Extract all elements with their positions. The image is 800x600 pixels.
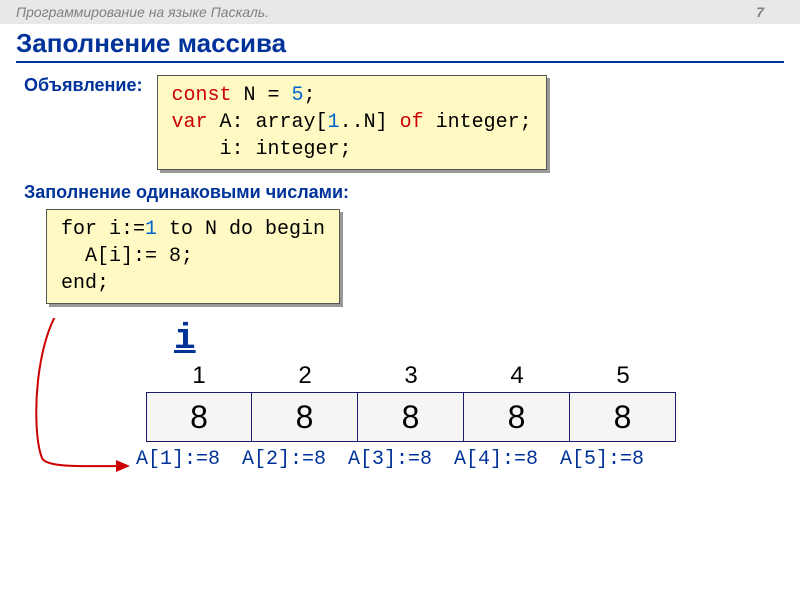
assign-2: A[2]:=8 (242, 448, 348, 471)
index-4: 4 (464, 362, 570, 390)
loop-var-label: i (174, 318, 196, 359)
page-number: 7 (756, 4, 784, 20)
literal-1: 1 (328, 111, 340, 134)
index-2: 2 (252, 362, 358, 390)
declaration-codebox: const N = 5; var A: array[1..N] of integ… (157, 75, 547, 170)
index-5: 5 (570, 362, 676, 390)
array-diagram: i 1 2 3 4 5 8 8 8 8 8 A[1]:=8 A[2]:=8 A[… (24, 318, 776, 548)
cell-3: 8 (358, 392, 464, 442)
cell-1: 8 (146, 392, 252, 442)
code-line-1: const N = 5; (172, 82, 532, 109)
code-line-3: i: integer; (172, 136, 532, 163)
cell-5: 8 (570, 392, 676, 442)
fill-line-2: A[i]:= 8; (61, 243, 325, 270)
page-header: Программирование на языке Паскаль. 7 (0, 0, 800, 24)
assign-row: A[1]:=8 A[2]:=8 A[3]:=8 A[4]:=8 A[5]:=8 (136, 448, 666, 471)
index-row: 1 2 3 4 5 (146, 362, 676, 390)
fill-codebox: for i:=1 to N do begin A[i]:= 8; end; (46, 209, 340, 304)
slide-title: Заполнение массива (16, 28, 784, 63)
fill-label: Заполнение одинаковыми числами: (24, 182, 776, 203)
declaration-label: Объявление: (24, 75, 143, 96)
kw-const: const (172, 84, 232, 107)
content-area: Объявление: const N = 5; var A: array[1.… (0, 65, 800, 554)
kw-var: var (172, 111, 208, 134)
assign-1: A[1]:=8 (136, 448, 242, 471)
cell-4: 8 (464, 392, 570, 442)
header-title: Программирование на языке Паскаль. (16, 4, 269, 20)
fill-line-3: end; (61, 270, 325, 297)
literal-1b: 1 (145, 218, 157, 241)
fill-line-1: for i:=1 to N do begin (61, 216, 325, 243)
fill-section: Заполнение одинаковыми числами: for i:=1… (24, 182, 776, 304)
kw-of: of (400, 111, 424, 134)
assign-3: A[3]:=8 (348, 448, 454, 471)
cell-2: 8 (252, 392, 358, 442)
cells-row: 8 8 8 8 8 (146, 392, 676, 442)
assign-5: A[5]:=8 (560, 448, 666, 471)
index-3: 3 (358, 362, 464, 390)
index-1: 1 (146, 362, 252, 390)
code-line-2: var A: array[1..N] of integer; (172, 109, 532, 136)
literal-5: 5 (292, 84, 304, 107)
assign-4: A[4]:=8 (454, 448, 560, 471)
declaration-row: Объявление: const N = 5; var A: array[1.… (24, 75, 776, 170)
